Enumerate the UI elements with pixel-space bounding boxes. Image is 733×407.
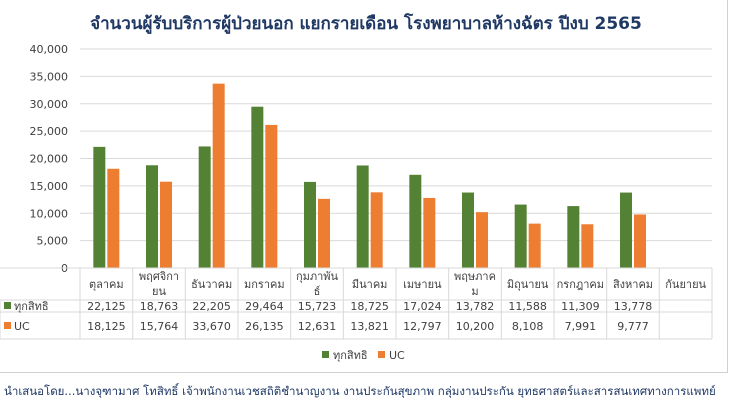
bar-uc: [212, 83, 225, 268]
table-value: 13,778: [614, 300, 653, 313]
bar-uc: [528, 223, 541, 268]
legend-key: [322, 351, 329, 358]
bar-all-rights: [620, 192, 632, 268]
table-value: 15,723: [298, 300, 337, 313]
y-tick-label: 30,000: [30, 98, 69, 111]
category-label: กรกฎาคม: [557, 278, 604, 291]
bar-all-rights: [356, 165, 369, 268]
table-legend-key: [4, 302, 11, 309]
chart-frame-bottom: [0, 372, 728, 373]
bar-uc: [265, 124, 278, 268]
legend-key: [378, 351, 385, 358]
table-value: 8,108: [512, 320, 544, 333]
chart: จำนวนผู้รับบริการผู้ป่วยนอก แยกรายเดือน …: [0, 13, 713, 362]
table-legend-key: [4, 322, 11, 329]
table-value: 18,125: [87, 320, 126, 333]
table-value: 29,464: [245, 300, 284, 313]
series-row-label: ทุกสิทธิ: [14, 300, 49, 313]
category-label: พฤษภาค: [454, 270, 496, 283]
table-value: 12,797: [403, 320, 442, 333]
legend-label: ทุกสิทธิ: [333, 349, 368, 362]
bar-all-rights: [409, 174, 422, 268]
table-value: 12,631: [298, 320, 337, 333]
category-label: กุมภาพัน: [296, 270, 339, 283]
y-tick-label: 5,000: [37, 235, 69, 248]
y-tick-label: 10,000: [30, 207, 69, 220]
table-value: 13,782: [456, 300, 495, 313]
table-value: 22,125: [87, 300, 126, 313]
table-value: 26,135: [245, 320, 284, 333]
category-label: ม: [471, 285, 478, 298]
chart-frame-right: [727, 0, 728, 372]
bar-uc: [370, 192, 383, 268]
table-value: 17,024: [403, 300, 442, 313]
bar-all-rights: [567, 206, 580, 268]
category-label: ธ์: [314, 285, 321, 298]
bar-uc: [423, 197, 436, 268]
table-value: 18,725: [350, 300, 389, 313]
bar-uc: [581, 224, 594, 268]
table-value: 7,991: [565, 320, 597, 333]
table-value: 11,588: [508, 300, 547, 313]
legend-label: UC: [389, 349, 405, 362]
table-value: 9,777: [617, 320, 649, 333]
bar-all-rights: [198, 146, 211, 268]
category-label: พฤศจิกา: [139, 270, 179, 283]
bar-uc: [318, 198, 330, 268]
bar-all-rights: [93, 146, 106, 268]
y-tick-label: 15,000: [30, 180, 69, 193]
category-label: เมษายน: [403, 278, 442, 291]
y-tick-label: 40,000: [30, 43, 69, 56]
bar-all-rights: [514, 204, 527, 268]
category-label: กันยายน: [665, 278, 706, 291]
category-label: ตุลาคม: [89, 278, 124, 291]
footer-note: นำเสนอโดย...นางจุฑามาศ โทสิทธิ์ เจ้าพนัก…: [4, 384, 716, 398]
category-label: มีนาคม: [352, 278, 388, 291]
table-value: 11,309: [561, 300, 600, 313]
chart-title: จำนวนผู้รับบริการผู้ป่วยนอก แยกรายเดือน …: [90, 13, 642, 35]
bar-uc: [160, 181, 172, 268]
category-label: มกราคม: [244, 278, 285, 291]
bar-uc: [107, 168, 120, 268]
bar-uc: [476, 212, 488, 268]
y-tick-label: 20,000: [30, 153, 69, 166]
y-tick-label: 25,000: [30, 125, 69, 138]
table-value: 10,200: [456, 320, 495, 333]
bar-all-rights: [462, 192, 474, 268]
category-label: ยน: [152, 285, 166, 298]
table-value: 22,205: [192, 300, 231, 313]
table-value: 13,821: [350, 320, 389, 333]
series-row-label: UC: [14, 320, 30, 333]
category-label: สิงหาคม: [613, 278, 653, 291]
table-value: 33,670: [192, 320, 231, 333]
bar-uc: [634, 214, 646, 268]
y-tick-label: 35,000: [30, 70, 69, 83]
table-value: 15,764: [140, 320, 179, 333]
category-label: มิถุนายน: [507, 278, 549, 291]
bar-all-rights: [146, 165, 158, 268]
category-label: ธันวาคม: [191, 278, 232, 291]
table-value: 18,763: [140, 300, 179, 313]
bar-all-rights: [251, 106, 264, 268]
bar-all-rights: [304, 181, 316, 268]
